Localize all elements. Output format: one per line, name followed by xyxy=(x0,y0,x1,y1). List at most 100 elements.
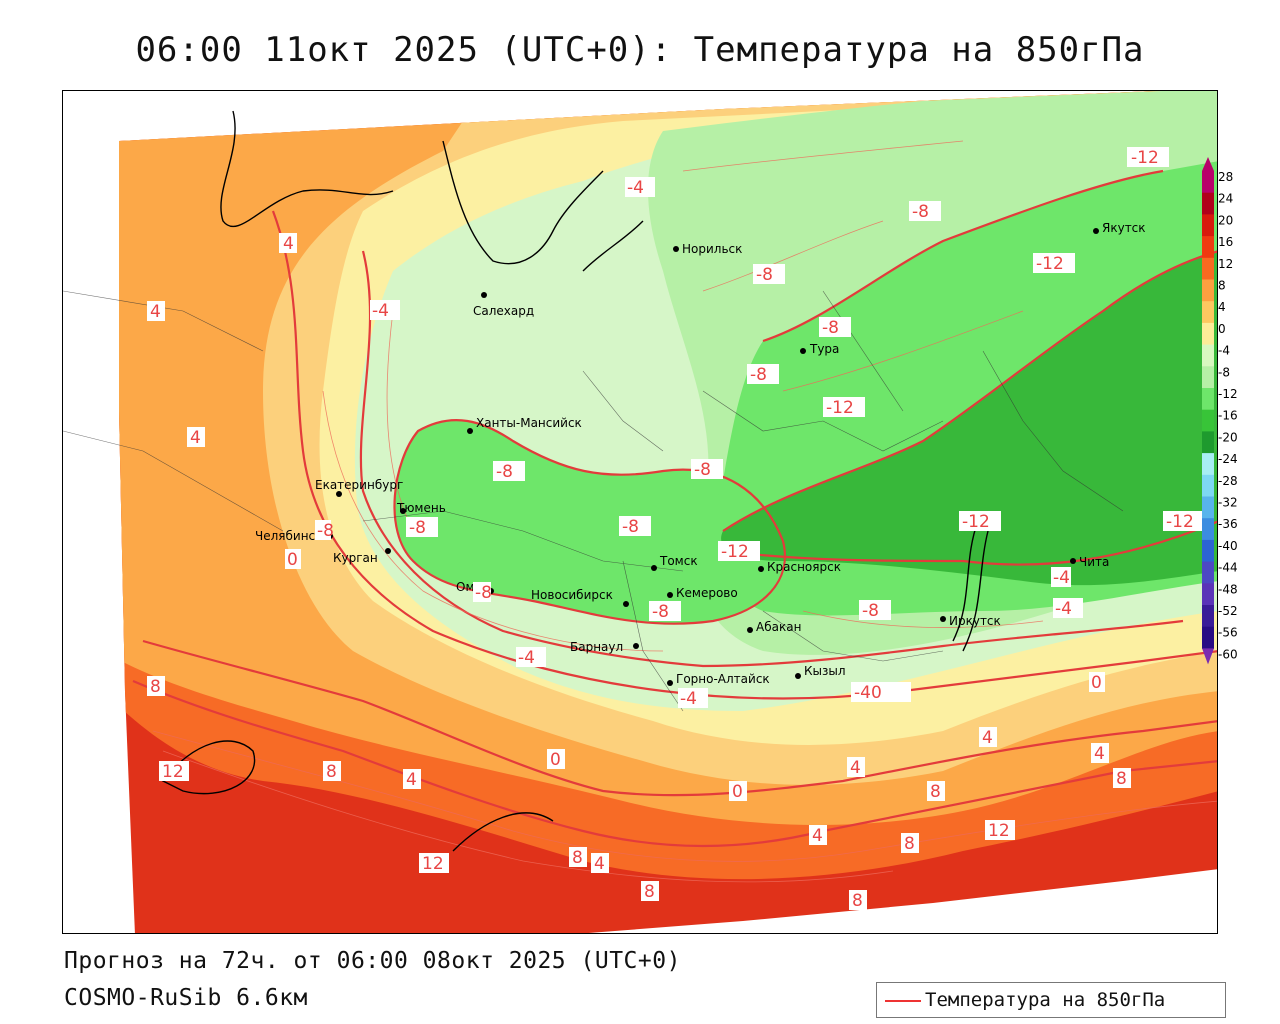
contour-label: 4 xyxy=(847,757,865,778)
city-gorno-altaysk[interactable]: Горно-Алтайск xyxy=(667,672,770,686)
city-irkutsk[interactable]: Иркутск xyxy=(940,614,1001,628)
svg-text:4: 4 xyxy=(190,428,201,448)
colorbar-segment xyxy=(1202,366,1214,389)
temperature-map[interactable]: Норильск Якутск Салехард Тура Ханты-Манс… xyxy=(62,90,1218,934)
svg-text:8: 8 xyxy=(852,891,863,911)
contour-label: -4 xyxy=(625,177,655,198)
colorbar-canvas: 28 24 20 16 12 8 4 0 -4 -8 -12 -16 -20 -24 -28 -32 -36 -4… xyxy=(1202,157,1238,665)
city-ekaterinburg[interactable]: Екатеринбург xyxy=(315,478,403,497)
svg-text:Иркутск: Иркутск xyxy=(949,614,1001,628)
colorbar-segment xyxy=(1202,214,1214,237)
city-chita[interactable]: Чита xyxy=(1070,555,1109,569)
contour-label: 8 xyxy=(641,881,659,902)
colorbar-tick-label: -12 xyxy=(1218,387,1238,401)
svg-text:8: 8 xyxy=(904,834,915,854)
svg-text:Норильск: Норильск xyxy=(682,242,742,256)
colorbar-tick-label: 12 xyxy=(1218,257,1233,271)
city-norilsk[interactable]: Норильск xyxy=(673,242,742,256)
city-khanty[interactable]: Ханты-Мансийск xyxy=(467,416,582,434)
svg-text:4: 4 xyxy=(812,826,823,846)
svg-text:12: 12 xyxy=(422,854,444,874)
contour-label: -4 xyxy=(1053,598,1083,619)
svg-text:-40: -40 xyxy=(854,683,882,703)
contour-label: 0 xyxy=(729,781,747,802)
contour-label: 12 xyxy=(159,761,189,782)
svg-text:Горно-Алтайск: Горно-Алтайск xyxy=(676,672,770,686)
svg-text:Кемерово: Кемерово xyxy=(676,586,738,600)
svg-text:-8: -8 xyxy=(750,365,767,385)
svg-text:-8: -8 xyxy=(862,601,879,621)
svg-text:4: 4 xyxy=(283,234,294,254)
contour-label: -4 xyxy=(1051,567,1071,588)
svg-text:-8: -8 xyxy=(409,518,426,538)
model-caption: COSMO-RuSib 6.6км xyxy=(64,985,308,1011)
contour-label: -12 xyxy=(718,541,760,562)
city-kurgan[interactable]: Курган xyxy=(333,548,391,565)
contour-label: 0 xyxy=(1089,672,1105,693)
svg-text:-8: -8 xyxy=(622,517,639,537)
city-kyzyl[interactable]: Кызыл xyxy=(795,664,846,679)
svg-text:4: 4 xyxy=(150,302,161,322)
colorbar-segment xyxy=(1202,279,1214,302)
city-yakutsk[interactable]: Якутск xyxy=(1093,221,1146,235)
svg-text:Якутск: Якутск xyxy=(1102,221,1146,235)
svg-text:-4: -4 xyxy=(518,648,535,668)
colorbar-segment xyxy=(1202,605,1214,628)
contour-label: -12 xyxy=(823,397,865,418)
colorbar-tick-label: -36 xyxy=(1218,517,1238,531)
contour-label: -8 xyxy=(747,364,779,385)
city-tyumen[interactable]: Тюмень xyxy=(396,501,446,515)
isotherm-lines xyxy=(132,169,1217,848)
contour-label: -12 xyxy=(959,511,1001,532)
contour-label: -4 xyxy=(516,647,546,668)
svg-text:-8: -8 xyxy=(756,265,773,285)
city-abakan[interactable]: Абакан xyxy=(747,620,801,634)
contour-label: -12 xyxy=(1127,147,1169,168)
contour-label: -8 xyxy=(691,459,723,480)
contour-label: 4 xyxy=(591,853,609,874)
colorbar-segment xyxy=(1202,388,1214,411)
city-barnaul[interactable]: Барнаул xyxy=(570,640,639,654)
colorbar-tick-label: -40 xyxy=(1218,539,1238,553)
city-tomsk[interactable]: Томск xyxy=(651,554,698,571)
svg-text:Красноярск: Красноярск xyxy=(767,560,841,574)
svg-text:Курган: Курган xyxy=(333,551,378,565)
colorbar-segment xyxy=(1202,344,1214,367)
svg-text:4: 4 xyxy=(1094,744,1105,764)
contour-label: -8 xyxy=(753,264,785,285)
svg-text:0: 0 xyxy=(287,550,298,570)
contour-label: 8 xyxy=(901,833,919,854)
colorbar-segment xyxy=(1202,561,1214,584)
colorbar-tick-label: -4 xyxy=(1218,344,1230,358)
city-kemerovo[interactable]: Кемерово xyxy=(667,586,738,600)
colorbar-segment xyxy=(1202,431,1214,454)
contour-label: 8 xyxy=(569,847,587,868)
svg-text:Салехард: Салехард xyxy=(473,304,534,318)
svg-text:12: 12 xyxy=(988,821,1010,841)
contour-label: -8 xyxy=(473,582,492,603)
svg-text:8: 8 xyxy=(930,782,941,802)
contour-label: 8 xyxy=(147,676,165,697)
colorbar-segment xyxy=(1202,496,1214,519)
svg-text:Новосибирск: Новосибирск xyxy=(531,588,613,602)
city-salekhard[interactable]: Салехард xyxy=(473,292,534,318)
svg-text:Абакан: Абакан xyxy=(756,620,801,634)
svg-text:Томск: Томск xyxy=(659,554,698,568)
svg-text:4: 4 xyxy=(406,770,417,790)
contour-label: 0 xyxy=(547,749,565,770)
city-tura[interactable]: Тура xyxy=(800,342,839,356)
svg-text:0: 0 xyxy=(1091,673,1102,693)
thin-isotherms xyxy=(152,140,1217,883)
contour-label: 4 xyxy=(979,727,997,748)
contour-label: 12 xyxy=(985,820,1015,841)
colorbar-tick-label: -16 xyxy=(1218,409,1238,423)
colorbar-tick-label: -24 xyxy=(1218,452,1238,466)
colorbar-tick-label: -20 xyxy=(1218,430,1238,444)
svg-text:-4: -4 xyxy=(1055,599,1072,619)
svg-text:-4: -4 xyxy=(372,301,389,321)
city-krasnoyarsk[interactable]: Красноярск xyxy=(758,560,841,574)
contour-label: -8 xyxy=(819,317,851,338)
city-novosibirsk[interactable]: Новосибирск xyxy=(531,588,629,607)
svg-text:Кызыл: Кызыл xyxy=(804,664,846,678)
contour-label: -8 xyxy=(619,516,651,537)
